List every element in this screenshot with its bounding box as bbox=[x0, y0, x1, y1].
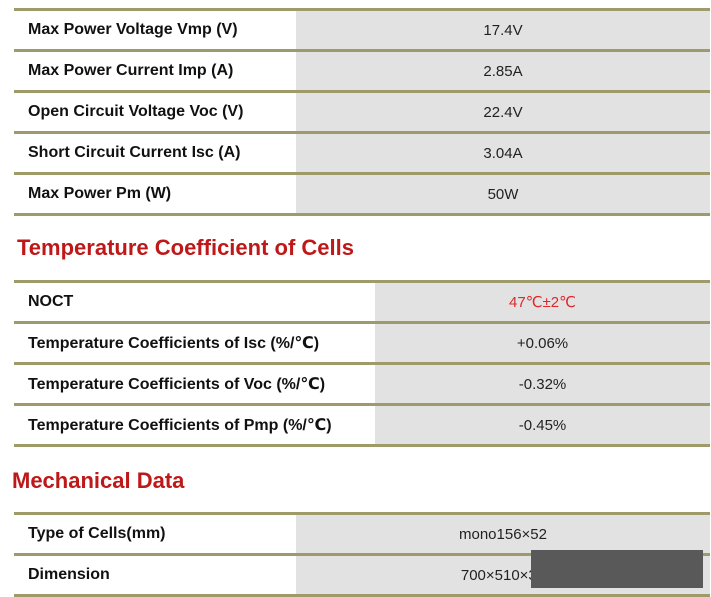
row-label: Temperature Coefficients of Pmp (%/℃) bbox=[14, 404, 375, 447]
row-label: Temperature Coefficients of Voc (%/℃) bbox=[14, 363, 375, 406]
row-value: 22.4V bbox=[296, 91, 710, 134]
row-label: Max Power Voltage Vmp (V) bbox=[14, 8, 296, 52]
table-row: Temperature Coefficients of Voc (%/℃) -0… bbox=[14, 363, 710, 406]
row-value: 2.85A bbox=[296, 50, 710, 93]
section-title-temperature: Temperature Coefficient of Cells bbox=[17, 235, 354, 260]
table-row: Type of Cells(mm) mono156×52 bbox=[14, 512, 710, 556]
table-row: Temperature Coefficients of Pmp (%/℃) -0… bbox=[14, 404, 710, 447]
row-label: Short Circuit Current Isc (A) bbox=[14, 132, 296, 175]
row-value: -0.45% bbox=[375, 404, 710, 447]
row-label: Open Circuit Voltage Voc (V) bbox=[14, 91, 296, 134]
row-label: Max Power Current Imp (A) bbox=[14, 50, 296, 93]
table-row: Temperature Coefficients of Isc (%/℃) +0… bbox=[14, 322, 710, 365]
table-row: NOCT 47℃±2℃ bbox=[14, 280, 710, 324]
row-label: Max Power Pm (W) bbox=[14, 173, 296, 216]
row-label: Temperature Coefficients of Isc (%/℃) bbox=[14, 322, 375, 365]
row-value: 50W bbox=[296, 173, 710, 216]
row-value: +0.06% bbox=[375, 322, 710, 365]
row-value: -0.32% bbox=[375, 363, 710, 406]
overlay-panel bbox=[531, 550, 703, 588]
table-row: Open Circuit Voltage Voc (V) 22.4V bbox=[14, 91, 710, 134]
table-row: Max Power Voltage Vmp (V) 17.4V bbox=[14, 8, 710, 52]
table-row: Max Power Current Imp (A) 2.85A bbox=[14, 50, 710, 93]
row-label: Dimension bbox=[14, 554, 296, 597]
electrical-specs-table: Max Power Voltage Vmp (V) 17.4V Max Powe… bbox=[14, 8, 710, 216]
row-value-noct: 47℃±2℃ bbox=[375, 280, 710, 324]
table-row: Max Power Pm (W) 50W bbox=[14, 173, 710, 216]
row-value: mono156×52 bbox=[296, 512, 710, 556]
row-value: 3.04A bbox=[296, 132, 710, 175]
row-label: NOCT bbox=[14, 280, 375, 324]
row-value: 17.4V bbox=[296, 8, 710, 52]
table-row: Short Circuit Current Isc (A) 3.04A bbox=[14, 132, 710, 175]
temperature-coefficient-table: NOCT 47℃±2℃ Temperature Coefficients of … bbox=[14, 280, 710, 447]
section-title-mechanical: Mechanical Data bbox=[12, 468, 185, 493]
row-label: Type of Cells(mm) bbox=[14, 512, 296, 556]
